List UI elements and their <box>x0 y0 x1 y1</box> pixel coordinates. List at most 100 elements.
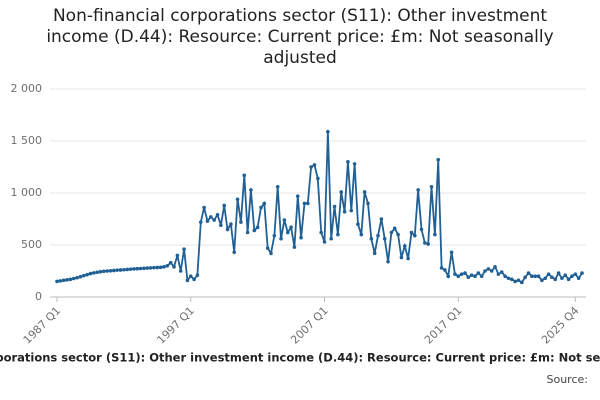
point <box>249 188 253 192</box>
y-tick-label: 0 <box>35 290 42 303</box>
point <box>449 250 454 255</box>
point <box>198 220 203 224</box>
point <box>493 265 497 269</box>
point <box>349 208 354 213</box>
point <box>366 201 370 206</box>
point <box>152 265 156 270</box>
point <box>175 253 180 258</box>
point <box>85 272 89 277</box>
y-tick-label: 500 <box>21 238 42 251</box>
point <box>439 266 444 270</box>
point <box>88 271 93 276</box>
point <box>81 273 86 278</box>
point <box>168 260 173 265</box>
point <box>148 266 153 270</box>
point <box>209 215 213 219</box>
point <box>125 267 130 272</box>
point <box>489 269 494 273</box>
point <box>413 233 417 238</box>
point <box>235 197 240 202</box>
point <box>563 273 568 277</box>
point <box>239 220 243 224</box>
point <box>483 269 487 273</box>
point <box>128 267 133 271</box>
point <box>269 251 273 256</box>
point <box>155 265 160 270</box>
point <box>379 217 384 221</box>
point <box>479 274 484 279</box>
point <box>356 222 360 226</box>
point <box>536 274 541 279</box>
point <box>105 269 109 273</box>
point <box>402 244 407 248</box>
point <box>546 272 551 276</box>
point <box>302 201 307 206</box>
point <box>108 268 113 273</box>
point <box>516 278 521 283</box>
point <box>433 232 437 237</box>
point <box>252 228 257 233</box>
point <box>326 129 330 134</box>
point <box>346 160 350 164</box>
point <box>523 275 527 280</box>
point <box>182 247 186 251</box>
source: Source: <box>547 373 589 386</box>
point <box>533 274 537 279</box>
point <box>456 274 461 279</box>
y-tick-label: 1 500 <box>11 134 43 147</box>
point <box>265 246 270 250</box>
x-tick-label: 1987 Q1 <box>21 304 64 347</box>
point <box>98 269 103 274</box>
footer-title: Non-financial corporations sector (S11):… <box>0 351 600 365</box>
chart-title: Non-financial corporations sector (S11):… <box>46 6 554 68</box>
x-tick-label: 2007 Q1 <box>288 304 331 347</box>
point <box>215 213 220 217</box>
point <box>339 190 344 194</box>
point <box>289 225 293 230</box>
point <box>172 265 176 269</box>
point <box>342 209 347 214</box>
x-tick-label: 2017 Q1 <box>422 304 465 347</box>
point <box>570 274 574 279</box>
point <box>305 201 310 206</box>
point <box>245 230 250 235</box>
point <box>75 275 79 280</box>
point <box>386 259 390 264</box>
point <box>329 236 334 241</box>
point <box>362 190 367 194</box>
point <box>165 264 170 268</box>
point <box>316 176 320 181</box>
point <box>396 232 400 237</box>
point <box>225 227 230 232</box>
point <box>91 271 96 275</box>
point <box>352 162 357 166</box>
point <box>71 276 76 281</box>
point <box>566 277 571 282</box>
point <box>372 251 377 256</box>
point <box>376 233 380 238</box>
point <box>58 279 63 283</box>
point <box>68 277 73 282</box>
point <box>145 266 150 270</box>
point <box>463 271 467 275</box>
point <box>279 236 283 241</box>
point <box>416 188 420 192</box>
point <box>95 270 99 275</box>
point <box>61 278 66 283</box>
point <box>499 270 504 274</box>
point <box>222 203 226 208</box>
point <box>423 241 427 245</box>
point <box>188 274 193 279</box>
point <box>469 273 474 277</box>
point <box>285 230 290 235</box>
point <box>513 279 517 284</box>
point <box>102 269 106 274</box>
point <box>540 278 544 283</box>
point <box>580 271 584 275</box>
point <box>319 230 323 235</box>
point <box>336 232 340 237</box>
point <box>476 271 481 275</box>
point <box>135 266 140 271</box>
point <box>55 279 59 284</box>
point <box>205 219 210 223</box>
